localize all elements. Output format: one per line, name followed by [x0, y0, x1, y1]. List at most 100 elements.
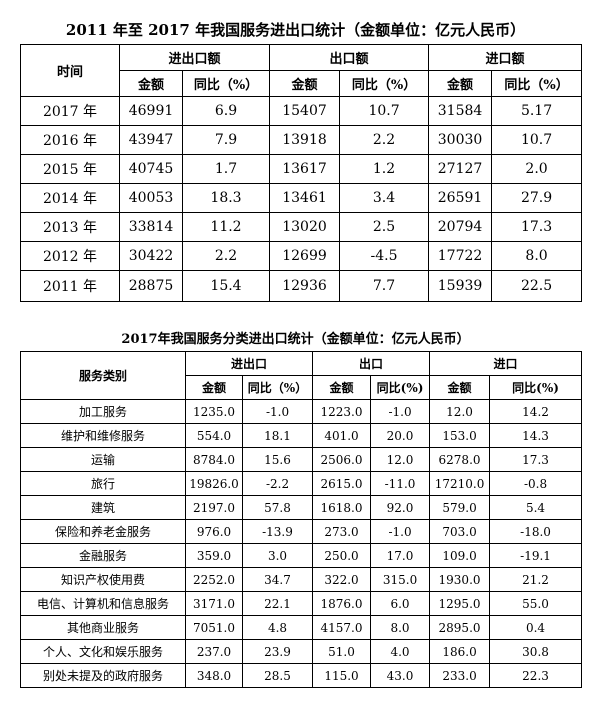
table-cell: 2895.0 [429, 615, 491, 640]
header-group-total: 进出口额 [118, 44, 271, 71]
table-cell: 1295.0 [429, 591, 491, 616]
table-row: 其他商业服务 7051.0 4.8 4157.0 8.0 2895.0 0.4 [20, 615, 583, 640]
table-cell: 7.7 [339, 270, 430, 302]
table-cell: 976.0 [185, 519, 243, 544]
table-cell: 12699 [269, 241, 341, 271]
row-label-cell: 维护和维修服务 [20, 423, 186, 448]
table-cell: 233.0 [429, 663, 491, 688]
table-cell: 250.0 [312, 543, 372, 568]
table-cell: 27127 [428, 154, 493, 184]
row-label-cell: 其他商业服务 [20, 615, 186, 640]
row-label-cell: 电信、计算机和信息服务 [20, 591, 186, 616]
table1-header-row-sub: 金额 同比（%） 金额 同比（%） 金额 同比（%） [21, 70, 583, 97]
table-cell: 3.4 [339, 183, 430, 213]
header-group-total: 进出口 [184, 351, 314, 376]
table-cell: 40053 [119, 183, 183, 213]
row-label-cell: 运输 [20, 447, 186, 472]
table-cell: 1618.0 [312, 495, 372, 520]
table-cell: 8.0 [491, 241, 583, 271]
table-cell: 4157.0 [312, 615, 372, 640]
table-cell: 23.9 [241, 639, 314, 664]
table-cell: 10.7 [491, 125, 583, 155]
table-cell: 51.0 [312, 639, 372, 664]
table-cell: 3.0 [241, 543, 314, 568]
table-cell: 12936 [269, 270, 341, 302]
amount-header: 金额 [185, 375, 243, 400]
table-cell: 6278.0 [429, 447, 491, 472]
table-cell: 6.0 [370, 591, 431, 616]
table-cell: 31584 [428, 96, 493, 126]
row-label-cell: 建筑 [20, 495, 186, 520]
table-row: 2015 年 40745 1.7 13617 1.2 27127 2.0 [20, 154, 583, 184]
table-cell: 7051.0 [185, 615, 243, 640]
table-cell: 15407 [269, 96, 341, 126]
row-label-cell: 金融服务 [20, 543, 186, 568]
table-row: 别处未提及的政府服务 348.0 28.5 115.0 43.0 233.0 22.3 [20, 663, 583, 688]
table-cell: 186.0 [429, 639, 491, 664]
table-cell: 115.0 [312, 663, 372, 688]
table-cell: 10.7 [339, 96, 430, 126]
row-label-cell: 加工服务 [20, 399, 186, 424]
table-cell: 17210.0 [429, 471, 491, 496]
table-cell: -18.0 [489, 519, 583, 544]
services-trade-by-year-table: 时间 进出口额 出口额 进口额 金额 同比（%） 金额 同比（%） 金额 同比（… [20, 44, 583, 302]
table2-title: 2017年我国服务分类进出口统计（金额单位：亿元人民币） [121, 332, 470, 347]
row-label-cell: 2017 年 [20, 96, 120, 126]
table-cell: 1930.0 [429, 567, 491, 592]
table-cell: 401.0 [312, 423, 372, 448]
yoy-header: 同比(%) [370, 375, 431, 400]
table-cell: 22.5 [491, 270, 583, 302]
services-trade-by-category-table: 服务类别 进出口 出口 进口 金额 同比（%） 金额 同比(%) 金额 同比(%… [20, 351, 583, 688]
table-cell: -4.5 [339, 241, 430, 271]
table-cell: 28.5 [241, 663, 314, 688]
table-cell: 15.4 [181, 270, 271, 302]
table-cell: 27.9 [491, 183, 583, 213]
table-row: 2017 年 46991 6.9 15407 10.7 31584 5.17 [20, 96, 583, 126]
table-cell: 30422 [119, 241, 183, 271]
table-cell: 359.0 [185, 543, 243, 568]
table2-header-row-sub: 金额 同比（%） 金额 同比(%) 金额 同比(%) [21, 375, 583, 400]
table-cell: -13.9 [241, 519, 314, 544]
table-cell: 1235.0 [185, 399, 243, 424]
table-cell: 153.0 [429, 423, 491, 448]
table-cell: 6.9 [181, 96, 271, 126]
table-cell: 30.8 [489, 639, 583, 664]
table-cell: 1.7 [181, 154, 271, 184]
table-cell: 348.0 [185, 663, 243, 688]
table-row: 2014 年 40053 18.3 13461 3.4 26591 27.9 [20, 183, 583, 213]
amount-header: 金额 [429, 375, 491, 400]
row-label-cell: 2012 年 [20, 241, 120, 271]
table-cell: 315.0 [370, 567, 431, 592]
row-label-cell: 2016 年 [20, 125, 120, 155]
table-cell: 22.3 [489, 663, 583, 688]
table-cell: 17.3 [491, 212, 583, 242]
table-cell: 14.2 [489, 399, 583, 424]
row-label-cell: 知识产权使用费 [20, 567, 186, 592]
table-cell: 1876.0 [312, 591, 372, 616]
amount-header: 金额 [312, 375, 372, 400]
table-cell: 8.0 [370, 615, 431, 640]
table-row: 2011 年 28875 15.4 12936 7.7 15939 22.5 [20, 270, 583, 302]
table-cell: 703.0 [429, 519, 491, 544]
amount-header: 金额 [269, 70, 341, 97]
table-cell: 43.0 [370, 663, 431, 688]
table-cell: 20794 [428, 212, 493, 242]
row-label-cell: 2013 年 [20, 212, 120, 242]
table-cell: 554.0 [185, 423, 243, 448]
row-label-cell: 2014 年 [20, 183, 120, 213]
table-cell: 22.1 [241, 591, 314, 616]
table-cell: 8784.0 [185, 447, 243, 472]
table-row: 运输 8784.0 15.6 2506.0 12.0 6278.0 17.3 [20, 447, 583, 472]
table-cell: 109.0 [429, 543, 491, 568]
table-cell: 57.8 [241, 495, 314, 520]
row-label-cell: 别处未提及的政府服务 [20, 663, 186, 688]
amount-header: 金额 [428, 70, 493, 97]
row-label-cell: 旅行 [20, 471, 186, 496]
yoy-header: 同比（%） [339, 70, 430, 97]
table-cell: 2197.0 [185, 495, 243, 520]
table-row: 旅行 19826.0 -2.2 2615.0 -11.0 17210.0 -0.8 [20, 471, 583, 496]
table-row: 加工服务 1235.0 -1.0 1223.0 -1.0 12.0 14.2 [20, 399, 583, 424]
yoy-header: 同比（%） [491, 70, 583, 97]
row-label-cell: 个人、文化和娱乐服务 [20, 639, 186, 664]
table-cell: 13918 [269, 125, 341, 155]
